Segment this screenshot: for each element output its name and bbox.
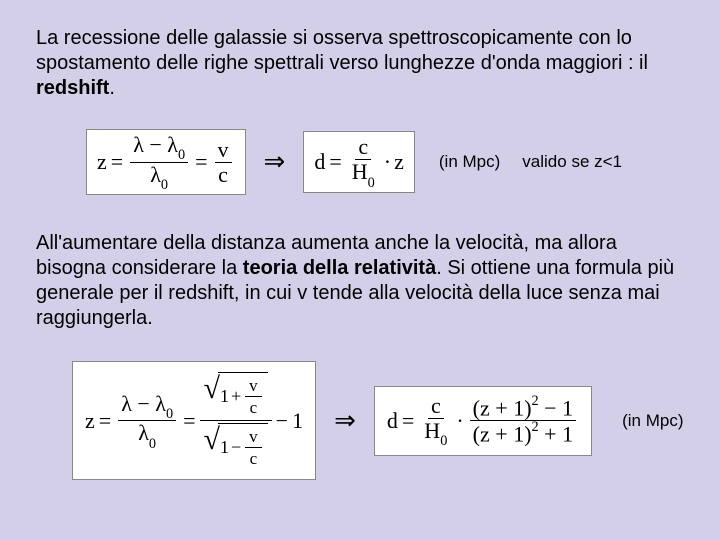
sqrt-den: √ 1−vc [204, 423, 268, 469]
formula-row-2: z = λ − λ0 λ0 = √ 1+vc √ 1−vc [72, 361, 684, 480]
note-mpc: (in Mpc) [439, 152, 500, 172]
para1-text1: La recessione delle galassie si osserva … [36, 27, 648, 74]
var-z2: z [394, 149, 404, 175]
var-z: z [97, 149, 107, 175]
para1-bold: redshift [36, 77, 109, 99]
var-d: d [314, 149, 325, 175]
note-valid: valido se z<1 [522, 152, 622, 172]
para1-text3: . [109, 77, 115, 99]
para2-bold: teoria della relatività [243, 257, 436, 279]
formula-rel-d-box: d = c H0 · (z + 1)2 − 1 (z + 1)2 + 1 [374, 386, 592, 456]
frac-sqrt-ratio: √ 1+vc √ 1−vc [200, 370, 272, 471]
sqrt-num: √ 1+vc [204, 372, 268, 418]
frac-vc: v c [215, 139, 232, 186]
formula-d-box: d = c H0 · z [303, 131, 415, 193]
frac-cH2: c H0 [421, 395, 450, 447]
intro-paragraph: La recessione delle galassie si osserva … [36, 26, 684, 101]
formula-z-box: z = λ − λ0 λ0 = v c [86, 129, 246, 195]
slide-content: La recessione delle galassie si osserva … [0, 0, 720, 500]
eq-sign: = [111, 149, 123, 175]
var-d2: d [387, 408, 398, 434]
dot-op: · [384, 149, 391, 175]
relativity-paragraph: All'aumentare della distanza aumenta anc… [36, 231, 684, 331]
eq-sign2: = [195, 149, 207, 175]
formula-rel-z-box: z = λ − λ0 λ0 = √ 1+vc √ 1−vc [72, 361, 316, 480]
frac-z-ratio: (z + 1)2 − 1 (z + 1)2 + 1 [470, 396, 576, 446]
note-mpc2: (in Mpc) [622, 411, 683, 431]
formula-row-1: z = λ − λ0 λ0 = v c ⇒ d = c H0 · z (in M… [86, 129, 684, 195]
eq-sign3: = [329, 149, 341, 175]
frac-cH: c H0 [349, 136, 378, 188]
var-z3: z [85, 408, 95, 434]
frac-lambda: λ − λ0 λ0 [130, 134, 188, 190]
implies-arrow: ⇒ [264, 147, 286, 177]
frac-lambda2: λ − λ0 λ0 [118, 393, 176, 449]
implies-arrow2: ⇒ [334, 406, 356, 436]
